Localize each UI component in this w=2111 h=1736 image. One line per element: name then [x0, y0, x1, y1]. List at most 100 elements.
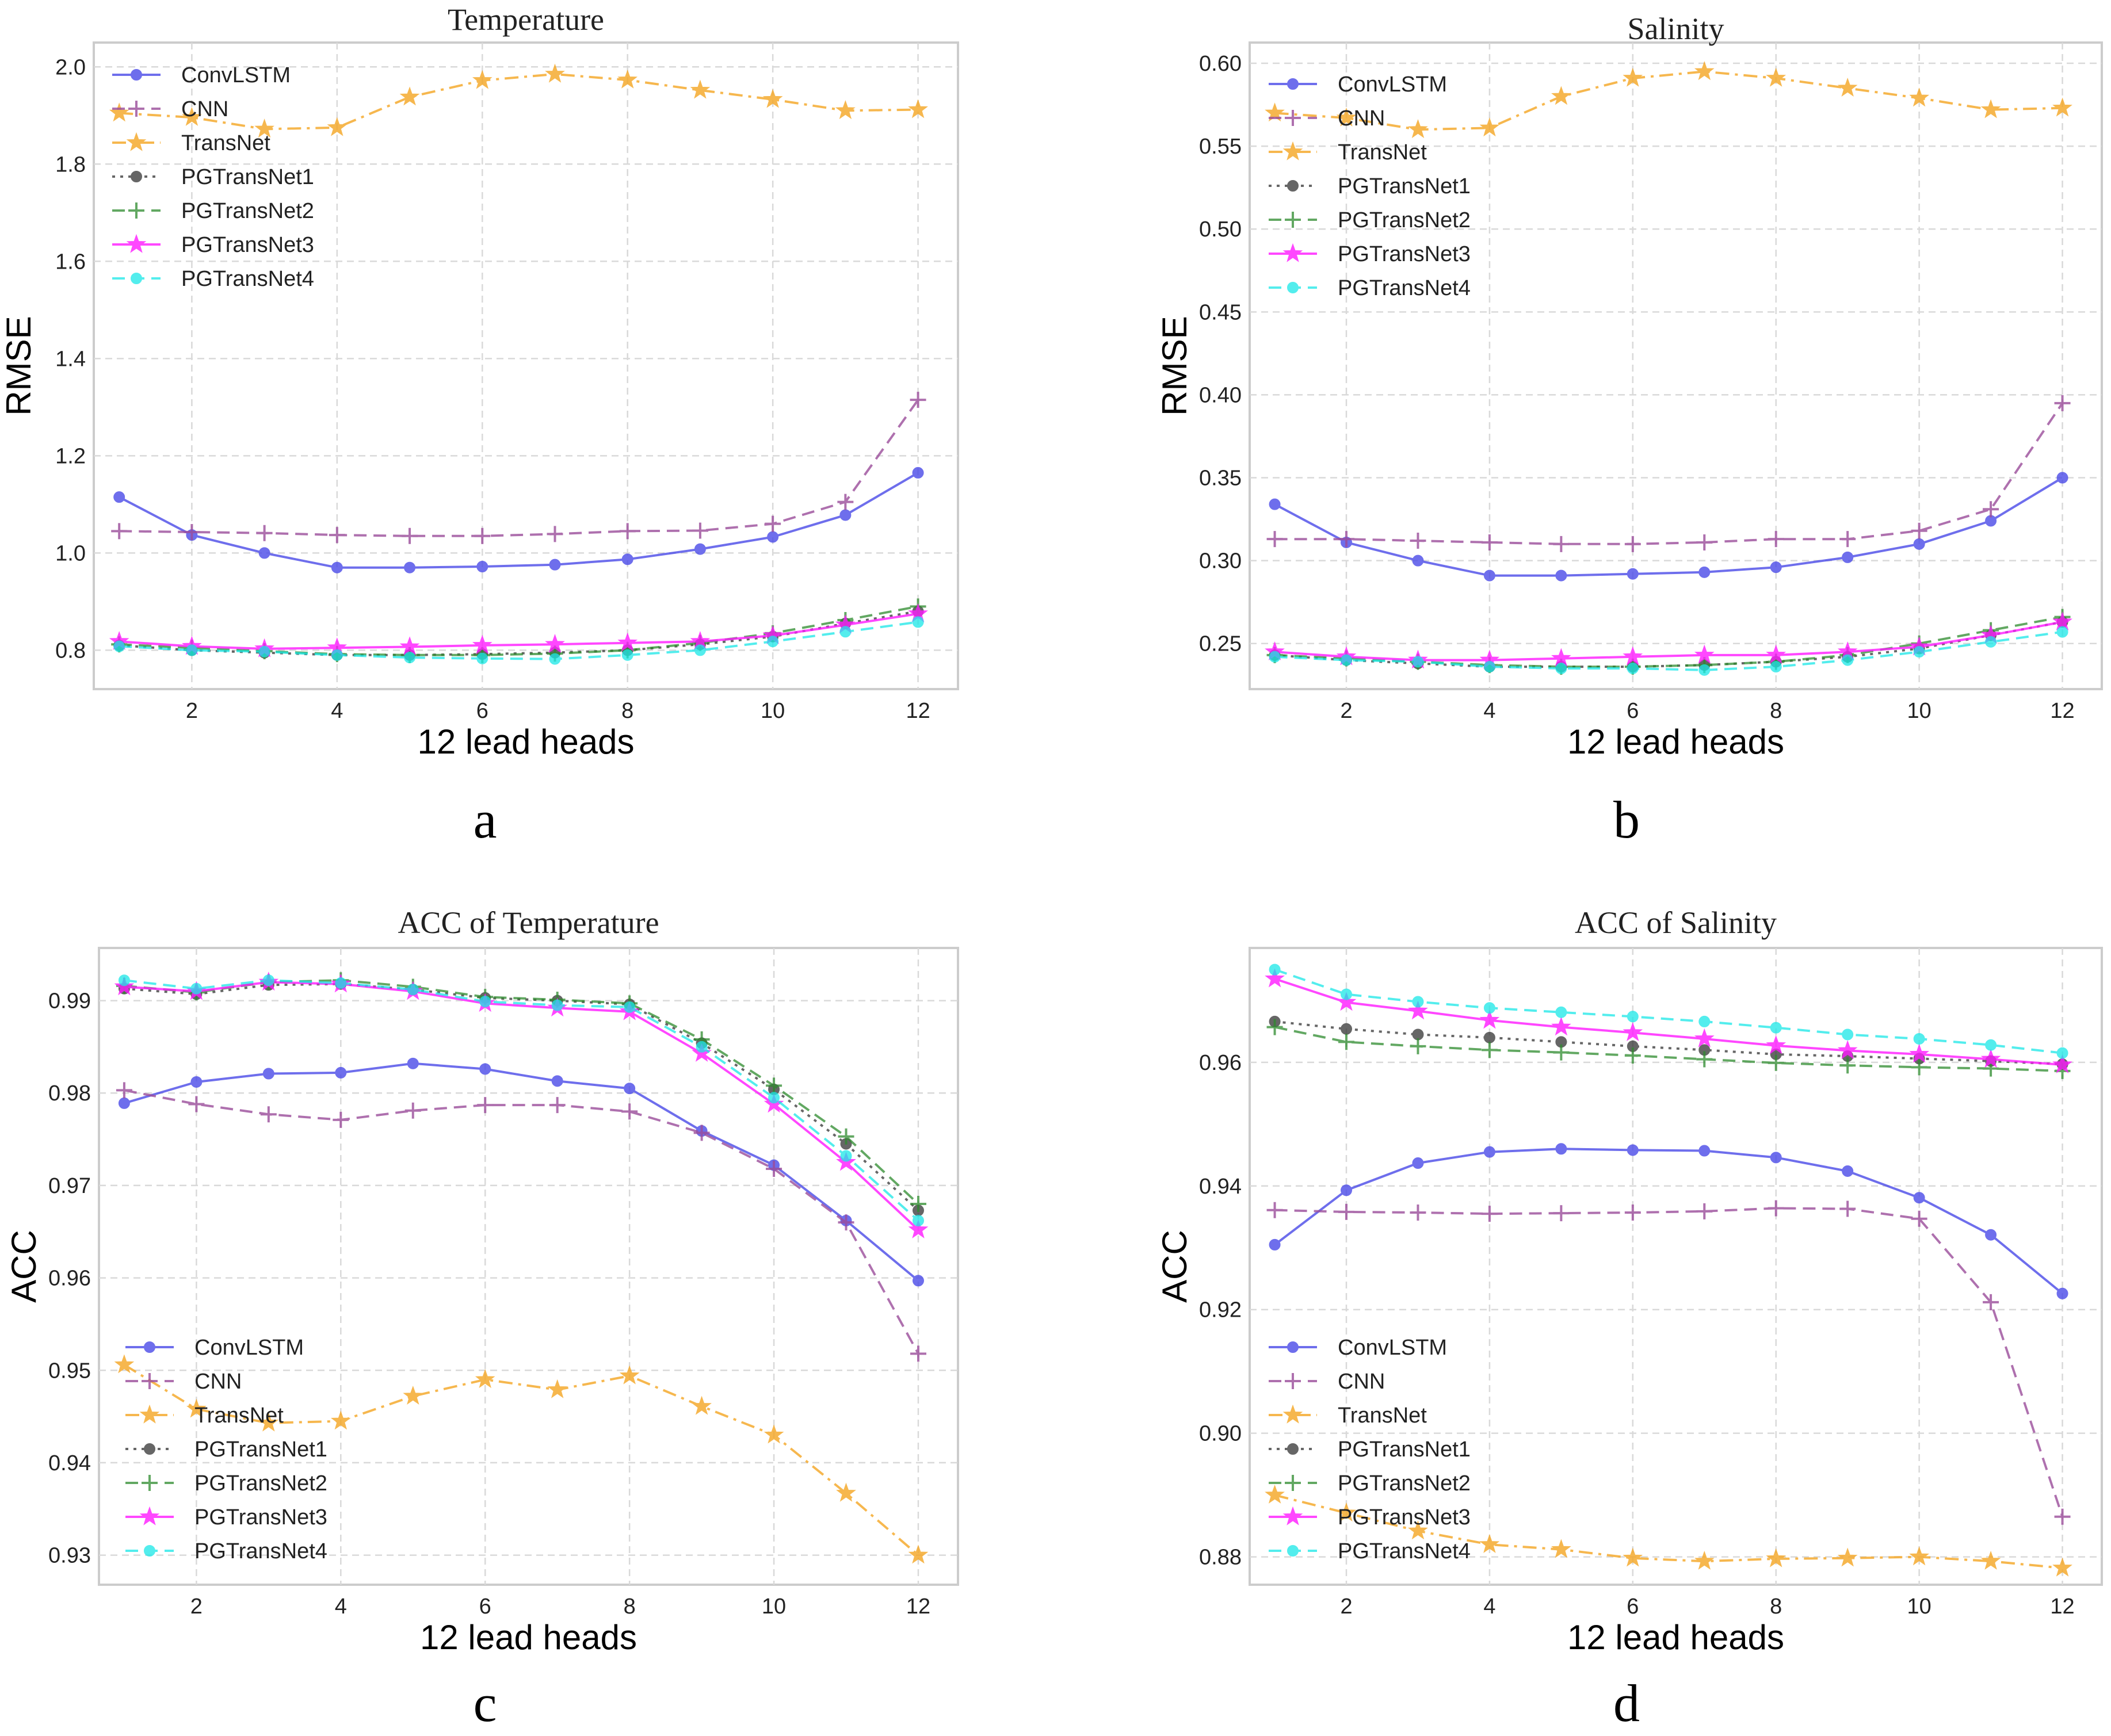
y-tick-label: 0.93 [48, 1544, 91, 1568]
legend-item [1269, 1443, 1317, 1455]
legend-marker [1287, 1545, 1299, 1557]
data-point [1338, 1203, 1355, 1220]
data-point [1696, 1203, 1713, 1219]
legend-marker [1285, 1475, 1301, 1491]
legend-marker [1287, 282, 1299, 293]
legend-marker [1287, 78, 1299, 90]
y-axis-label: ACC [1155, 1230, 1194, 1303]
data-point [116, 1082, 132, 1099]
data-point [184, 524, 200, 541]
data-point [617, 69, 638, 89]
x-tick-label: 12 [2050, 1594, 2074, 1619]
chart-panel-d: 2 4 6 8 10 12 0.88 0.90 0.92 0.94 0.96 ACC of Salin… [1155, 905, 2103, 1657]
data-point [1627, 1144, 1639, 1156]
series-line [124, 1089, 919, 1355]
x-tick-label: 10 [1907, 699, 1931, 723]
data-point [1768, 531, 1784, 548]
data-point [692, 1395, 712, 1415]
y-tick-label: 0.40 [1199, 383, 1242, 407]
y-tick-label: 1.0 [55, 541, 86, 565]
x-tick-label: 4 [1483, 1594, 1495, 1619]
data-point [837, 494, 854, 510]
legend-label: PGTransNet4 [181, 267, 314, 291]
legend-label: CNN [181, 97, 228, 121]
x-tick-label: 8 [1770, 699, 1782, 723]
series-cnn [111, 392, 926, 544]
data-point [1698, 566, 1711, 578]
data-point [621, 649, 633, 661]
series-convlstm [113, 466, 924, 573]
data-point [1698, 1145, 1711, 1157]
legend-item [112, 69, 161, 81]
data-point [335, 1066, 347, 1079]
legend-label: TransNet [194, 1404, 284, 1428]
data-point [1837, 1547, 1858, 1567]
legend-label: PGTransNet1 [181, 165, 314, 189]
x-tick-label: 2 [1340, 1594, 1352, 1619]
data-point [551, 1075, 563, 1087]
chart-title: ACC of Temperature [398, 905, 659, 940]
legend-label: PGTransNet1 [194, 1437, 327, 1462]
data-point [767, 636, 779, 648]
chart-title: Temperature [448, 2, 604, 37]
data-point [1410, 533, 1426, 549]
data-point [2052, 97, 2072, 117]
legend-item [125, 1506, 174, 1525]
data-point [1336, 1502, 1357, 1522]
data-point [403, 1385, 423, 1405]
legend-label: ConvLSTM [1338, 1336, 1447, 1360]
data-point [331, 561, 343, 573]
legend-item [112, 273, 161, 284]
data-point [1624, 536, 1641, 552]
y-tick-label: 0.95 [48, 1359, 91, 1383]
data-point [1694, 1028, 1715, 1047]
series-line [119, 605, 918, 656]
data-point [1985, 1229, 1997, 1241]
panel-letter: a [474, 790, 497, 849]
data-point [1266, 531, 1283, 548]
legend-item [1269, 282, 1317, 293]
data-point [765, 515, 781, 532]
data-point [1483, 661, 1495, 673]
data-point [260, 1106, 277, 1123]
series-line [1274, 621, 2063, 668]
data-point [1696, 534, 1713, 550]
legend-label: PGTransNet3 [1338, 242, 1471, 266]
legend-marker [1282, 141, 1303, 160]
y-tick-label: 0.94 [1199, 1175, 1242, 1199]
legend-label: ConvLSTM [194, 1336, 304, 1360]
data-point [767, 531, 779, 543]
y-tick-label: 0.94 [48, 1451, 91, 1475]
legend-marker [128, 202, 144, 219]
legend-marker [126, 234, 147, 253]
data-point [551, 999, 563, 1011]
legend-item [112, 101, 161, 117]
series-line [119, 472, 919, 569]
x-tick-label: 12 [906, 1594, 930, 1619]
y-tick-label: 0.55 [1199, 135, 1242, 159]
data-point [1842, 1028, 1854, 1041]
legend-marker [128, 101, 144, 117]
data-point [404, 1102, 421, 1119]
data-point [1980, 1550, 2001, 1570]
y-tick-label: 0.88 [1199, 1546, 1242, 1570]
legend-item [125, 1341, 174, 1353]
series-line [1274, 1148, 2063, 1295]
legend-marker [1287, 180, 1299, 192]
series-line [119, 399, 919, 537]
x-tick-label: 6 [1627, 699, 1639, 723]
legend-label: PGTransNet4 [1338, 1539, 1471, 1563]
legend-label: ConvLSTM [181, 63, 291, 87]
data-point [1412, 996, 1424, 1008]
data-point [472, 70, 493, 89]
data-point [1412, 1157, 1424, 1169]
plot-area [93, 41, 959, 690]
data-point [1909, 87, 1930, 107]
legend-marker [1282, 243, 1303, 262]
data-point [404, 561, 416, 573]
data-point [835, 100, 856, 120]
y-tick-label: 1.6 [55, 250, 86, 274]
data-point [1408, 119, 1428, 139]
data-point [766, 1161, 782, 1177]
data-point [1842, 551, 1854, 563]
